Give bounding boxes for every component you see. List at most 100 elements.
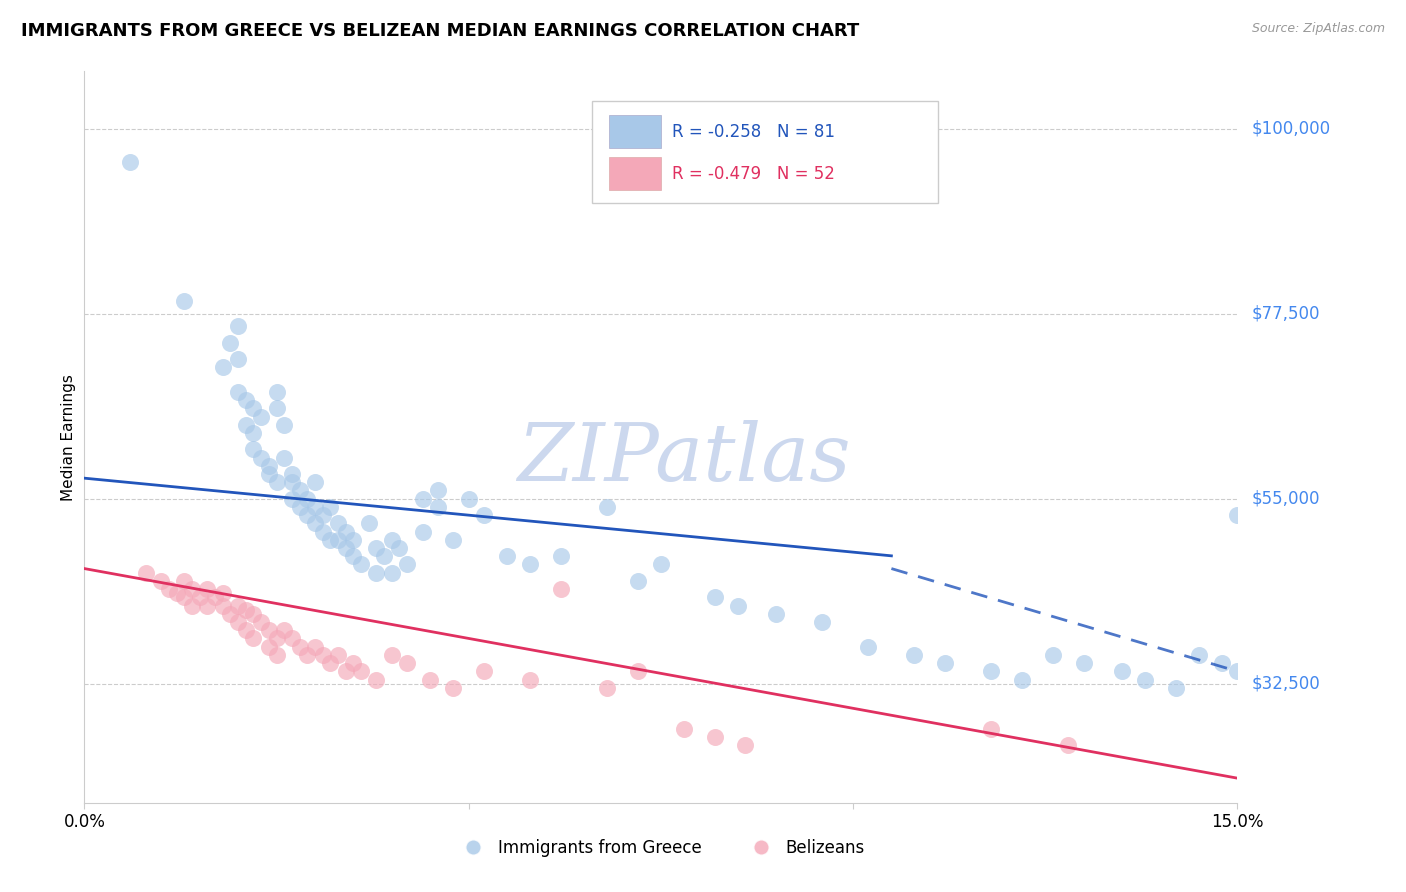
Point (811, 615, 834, 629)
Legend: Immigrants from Greece, Belizeans: Immigrants from Greece, Belizeans (450, 832, 872, 864)
Point (350, 558, 373, 572)
Point (204, 591, 226, 605)
Point (266, 384, 288, 399)
Text: R = -0.479   N = 52: R = -0.479 N = 52 (672, 165, 835, 183)
Point (219, 607, 242, 621)
Point (596, 500, 619, 514)
Point (1073, 656, 1095, 670)
Point (250, 615, 273, 629)
Point (765, 607, 787, 621)
Point (173, 294, 195, 309)
Point (195, 582, 218, 596)
Point (266, 648, 288, 662)
Point (412, 524, 434, 539)
Point (150, 574, 173, 588)
Bar (609, 115, 661, 148)
Point (627, 574, 650, 588)
Text: IMMIGRANTS FROM GREECE VS BELIZEAN MEDIAN EARNINGS CORRELATION CHART: IMMIGRANTS FROM GREECE VS BELIZEAN MEDIA… (21, 22, 859, 40)
Point (173, 591, 195, 605)
Point (1133, 673, 1156, 687)
Point (734, 739, 756, 753)
Text: Source: ZipAtlas.com: Source: ZipAtlas.com (1251, 22, 1385, 36)
Point (211, 586, 233, 600)
Point (1188, 648, 1211, 662)
Point (297, 491, 319, 506)
Point (226, 384, 249, 399)
Point (381, 566, 404, 580)
Point (242, 401, 264, 416)
Point (226, 599, 249, 613)
Point (388, 541, 411, 555)
Point (166, 586, 188, 600)
Point (250, 450, 273, 465)
Point (311, 648, 333, 662)
Point (366, 673, 388, 687)
Point (266, 401, 288, 416)
Point (426, 483, 449, 498)
Point (342, 656, 364, 670)
Point (727, 599, 749, 613)
Point (335, 665, 357, 679)
Point (211, 360, 233, 375)
Point (297, 648, 319, 662)
Point (235, 624, 257, 638)
Point (235, 417, 257, 432)
Point (226, 351, 249, 366)
Point (250, 409, 273, 424)
Point (326, 516, 349, 531)
Point (257, 467, 280, 481)
Point (903, 648, 925, 662)
Point (550, 582, 572, 596)
Point (441, 681, 464, 695)
Point (226, 319, 249, 334)
Point (257, 624, 280, 638)
Point (335, 541, 357, 555)
Text: $77,500: $77,500 (1251, 305, 1320, 323)
Point (441, 533, 464, 547)
Point (219, 335, 242, 350)
Point (472, 508, 495, 523)
Point (980, 665, 1002, 679)
Point (672, 722, 695, 736)
Point (311, 508, 333, 523)
Point (281, 632, 304, 646)
Point (297, 508, 319, 523)
Point (173, 574, 195, 588)
Point (426, 500, 449, 514)
Point (281, 467, 304, 481)
Point (211, 599, 233, 613)
Point (242, 632, 264, 646)
Point (281, 491, 304, 506)
Point (242, 425, 264, 440)
Point (496, 549, 519, 564)
Y-axis label: Median Earnings: Median Earnings (60, 374, 76, 500)
Point (381, 648, 404, 662)
Point (273, 450, 295, 465)
Point (157, 582, 180, 596)
Point (373, 549, 395, 564)
Point (288, 640, 311, 654)
Point (273, 417, 295, 432)
Point (419, 673, 441, 687)
Text: $55,000: $55,000 (1251, 490, 1320, 508)
Point (703, 730, 725, 744)
Point (703, 591, 725, 605)
Point (596, 681, 619, 695)
Point (980, 722, 1002, 736)
Point (1211, 656, 1233, 670)
Point (396, 558, 419, 572)
Bar (609, 157, 661, 190)
Point (1226, 665, 1249, 679)
Point (550, 549, 572, 564)
Point (304, 516, 326, 531)
Point (519, 673, 541, 687)
Point (412, 491, 434, 506)
Point (235, 602, 257, 616)
Point (273, 624, 295, 638)
Point (457, 491, 479, 506)
Point (472, 665, 495, 679)
Point (1226, 508, 1249, 523)
Text: ZIPatlas: ZIPatlas (517, 420, 851, 498)
Text: $32,500: $32,500 (1251, 674, 1320, 692)
FancyBboxPatch shape (592, 101, 938, 203)
